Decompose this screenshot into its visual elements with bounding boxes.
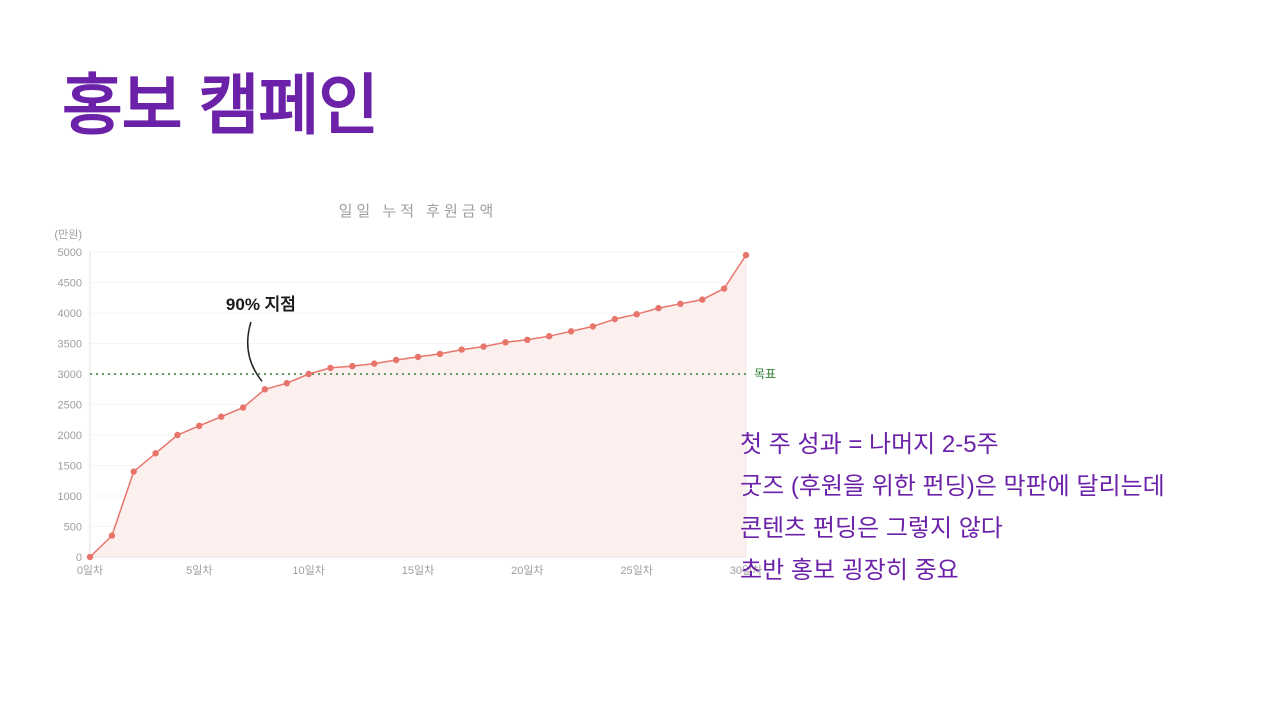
data-point [327,364,334,372]
data-point [699,296,706,303]
data-point [524,336,531,343]
annotation-label: 90% 지점 [226,295,296,314]
x-tick-label: 5일차 [186,563,212,577]
data-point [720,285,728,292]
x-tick-label: 15일차 [402,563,434,577]
data-point [196,422,203,429]
y-tick-label: 5000 [58,247,82,259]
x-tick-label: 20일차 [511,563,543,577]
data-point [130,468,137,475]
data-point [567,328,575,335]
y-tick-label: 3500 [58,339,82,351]
slide-title: 홍보 캠페인 [62,68,379,142]
data-point [611,315,618,323]
data-point [589,323,597,330]
data-point [436,350,444,358]
x-tick-label: 25일차 [620,563,652,577]
note-line-1: 첫 주 성과 = 나머지 2-5주 [740,431,999,458]
data-point [458,346,465,353]
data-point [677,300,684,307]
data-point [414,353,422,361]
y-tick-label: 1500 [58,461,82,473]
data-point [108,532,116,539]
data-point [174,431,181,439]
y-tick-label: 2000 [58,430,82,442]
goal-label: 목표 [754,367,776,381]
data-point [480,343,487,350]
x-tick-label: 0일차 [77,563,103,577]
x-tick-label: 30일차 [730,563,762,577]
note-line-2: 굿즈 (후원을 위한 펀딩)은 막판에 달리는데 [740,473,1165,500]
y-tick-label: 3000 [58,369,82,381]
area-fill [90,255,746,557]
data-point [655,304,662,312]
data-point [546,333,553,340]
data-point [349,362,356,370]
note-line-4: 초반 홍보 굉장히 중요 [740,557,959,584]
data-point [152,450,159,457]
y-tick-label: 4500 [58,278,82,290]
data-point [502,339,509,346]
x-tick-label: 10일차 [292,563,324,577]
y-tick-label: 0 [76,552,82,564]
data-point [283,380,290,387]
data-point [218,413,225,420]
data-point [239,404,247,411]
annotation-connector [246,321,263,382]
y-tick-label: 4000 [58,308,82,320]
notes-block: 첫 주 성과 = 나머지 2-5주 굿즈 (후원을 위한 펀딩)은 막판에 달리… [740,424,1280,592]
y-tick-label: 500 [64,522,82,534]
y-tick-label: 1000 [58,491,82,503]
data-point [305,370,312,378]
data-point [633,311,640,318]
data-point [86,553,94,561]
data-point [261,386,269,393]
chart-title: 일일 누적 후원금액 [339,203,498,220]
data-point [392,356,400,364]
y-axis-unit-label: (만원) [54,228,82,241]
y-tick-label: 2500 [58,400,82,412]
note-line-3: 콘텐츠 펀딩은 그렇지 않다 [740,515,1003,542]
data-point [742,251,750,259]
data-point [371,360,378,367]
